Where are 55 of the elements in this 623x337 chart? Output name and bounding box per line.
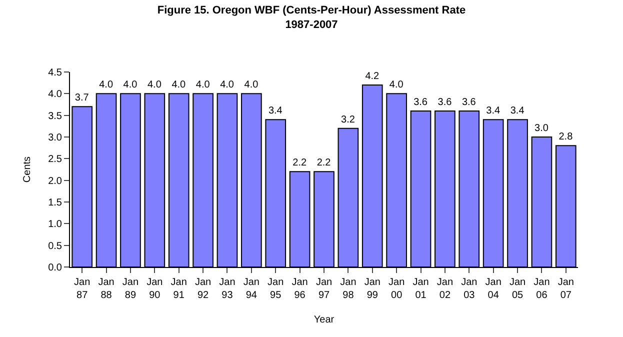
- data-label: 4.0: [123, 80, 138, 91]
- data-label: 4.0: [172, 80, 186, 91]
- data-label: 3.6: [414, 97, 428, 108]
- x-tick-label: Jan 91: [170, 277, 187, 301]
- data-label: 3.4: [268, 106, 283, 117]
- x-tick-label: Jan 87: [74, 277, 90, 301]
- data-label: 3.2: [341, 114, 356, 126]
- x-tick-label: Jan 02: [436, 277, 454, 301]
- data-label: 3.7: [74, 92, 90, 104]
- x-tick-label: Jan 01: [412, 277, 429, 301]
- x-tick-label: Jan 00: [388, 277, 405, 301]
- y-tick-label: 4.0: [48, 89, 62, 100]
- x-tick-label: Jan 07: [558, 277, 574, 301]
- data-label: 3.6: [462, 97, 476, 108]
- y-tick-label: 0.5: [48, 240, 62, 252]
- data-label: 3.0: [534, 123, 549, 134]
- y-tick-label: 0.0: [48, 262, 62, 274]
- data-label: 3.4: [510, 106, 525, 117]
- y-tick-label: 1.5: [48, 198, 62, 208]
- data-label: 4.0: [220, 80, 234, 91]
- x-tick-label: Jan 89: [122, 277, 139, 301]
- x-tick-label: Jan 04: [485, 277, 502, 301]
- y-tick-label: 4.5: [48, 68, 62, 78]
- x-tick-label: Jan 95: [268, 277, 284, 301]
- y-tick-label: 2.0: [48, 176, 62, 187]
- x-tick-label: Jan 05: [509, 277, 526, 301]
- x-tick-label: Jan 94: [243, 277, 260, 301]
- x-tick-label: Jan 97: [316, 277, 332, 301]
- x-tick-label: Jan 90: [146, 277, 163, 301]
- data-label: 2.2: [316, 158, 332, 169]
- x-tick-label: Jan 03: [461, 277, 478, 301]
- x-tick-label: Jan 99: [364, 277, 380, 301]
- x-tick-label: Jan 96: [292, 277, 308, 301]
- data-label: 4.0: [244, 80, 259, 91]
- data-label: 2.8: [558, 132, 574, 143]
- data-label: 4.2: [365, 71, 380, 82]
- x-tick-label: Jan 98: [340, 277, 356, 301]
- x-tick-label: Jan 92: [194, 277, 212, 301]
- data-label: 4.0: [389, 80, 404, 91]
- chart-title: Figure 15. Oregon WBF (Cents-Per-Hour) Assessment Rate 1987-2007: [157, 4, 466, 31]
- data-label: 4.0: [99, 80, 114, 91]
- y-tick-label: 1.0: [48, 219, 62, 230]
- y-tick-label: 3.5: [48, 110, 62, 122]
- y-tick-label: 2.5: [48, 154, 62, 166]
- data-label: 3.4: [486, 106, 501, 117]
- y-axis-title: Cents: [22, 156, 34, 183]
- data-label: 2.2: [292, 158, 307, 169]
- y-tick-label: 3.0: [48, 132, 62, 144]
- x-tick-label: Jan 88: [98, 277, 114, 301]
- x-axis-title: Year: [314, 314, 335, 326]
- data-label: 4.0: [147, 80, 162, 91]
- data-label: 3.6: [438, 97, 452, 108]
- x-tick-label: Jan 06: [534, 277, 550, 301]
- x-tick-label: Jan 93: [219, 277, 236, 301]
- data-label: 4.0: [196, 80, 210, 91]
